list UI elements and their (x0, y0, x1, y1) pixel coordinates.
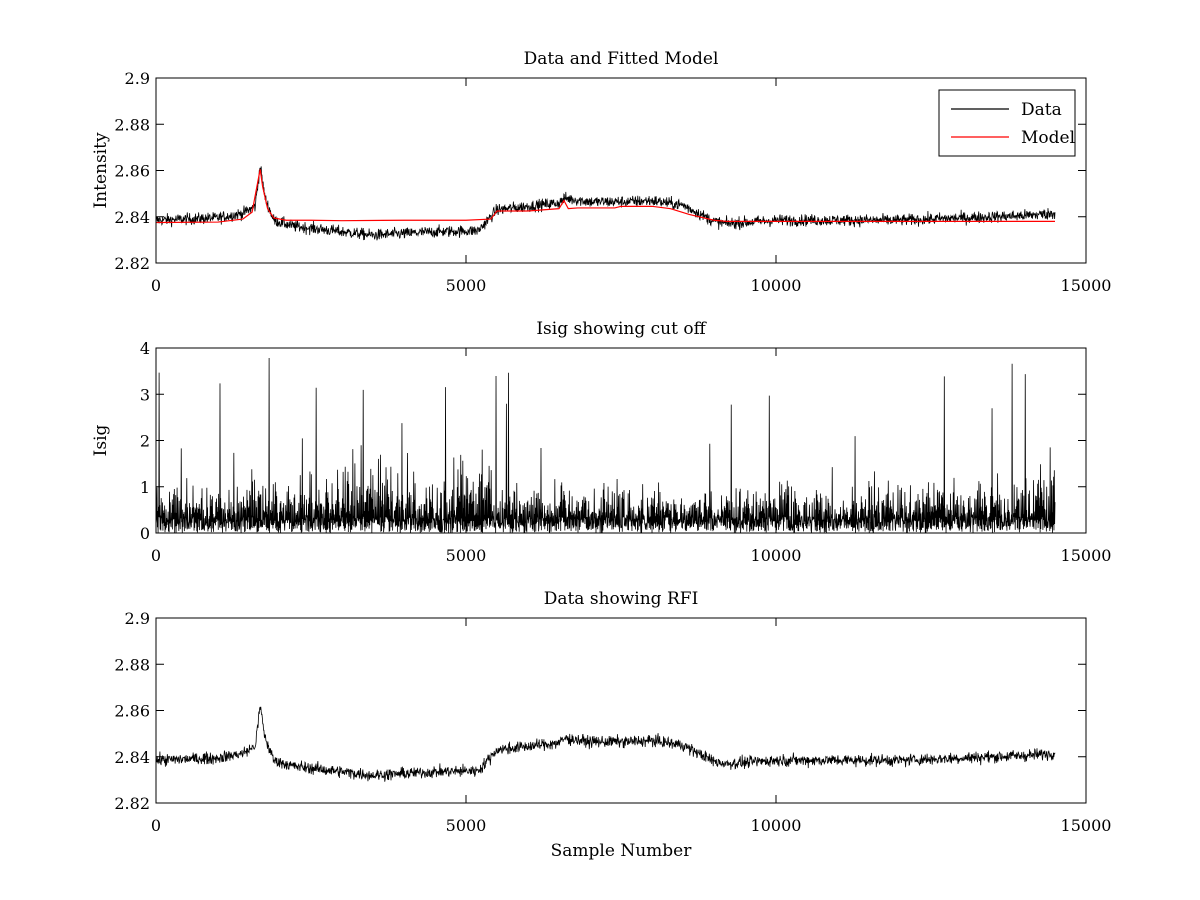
y-axis-label: Intensity (91, 132, 111, 208)
x-axis-label: Sample Number (551, 841, 693, 861)
y-tick-label: 4 (140, 339, 150, 358)
axes-frame (155, 617, 1087, 804)
y-tick-label: 2.82 (114, 254, 150, 273)
legend-label-model: Model (1021, 128, 1075, 148)
legend-box (938, 89, 1076, 157)
y-tick-label: 2.86 (114, 162, 150, 181)
series-line-data (156, 706, 1056, 782)
chart-title: Data and Fitted Model (524, 49, 719, 69)
chart-title: Isig showing cut off (536, 319, 707, 339)
x-tick-label: 10000 (751, 276, 802, 295)
y-axis-label: Isig (91, 425, 111, 457)
y-tick-label: 2.84 (114, 208, 150, 227)
chart-panel-2: 0 5000 10000 15000 0 1 2 3 4 Isig showing cut off… (91, 319, 1111, 565)
y-tick-label: 2.84 (114, 748, 150, 767)
x-tick-label: 10000 (751, 816, 802, 835)
y-tick-label: 2.82 (114, 794, 150, 813)
x-tick-label: 15000 (1061, 816, 1112, 835)
x-tick-label: 0 (151, 816, 161, 835)
y-tick-label: 2.9 (125, 69, 150, 88)
x-tick-label: 0 (151, 276, 161, 295)
y-tick-label: 2.9 (125, 609, 150, 628)
x-tick-label: 5000 (446, 276, 487, 295)
x-tick-label: 5000 (446, 816, 487, 835)
y-tick-label: 3 (140, 385, 150, 404)
series-line-data (156, 166, 1056, 241)
y-tick-label: 0 (140, 524, 150, 543)
y-tick-label: 2.86 (114, 702, 150, 721)
y-tick-label: 2.88 (114, 655, 150, 674)
x-tick-label: 5000 (446, 546, 487, 565)
x-tick-label: 15000 (1061, 276, 1112, 295)
chart-panel-1: 0 5000 10000 15000 2.82 2.84 2.86 2.88 2.9 Data a… (91, 49, 1111, 295)
y-tick-label: 2 (140, 432, 150, 451)
y-tick-label: 2.88 (114, 115, 150, 134)
x-tick-label: 15000 (1061, 546, 1112, 565)
chart-panel-3: 0 5000 10000 15000 2.82 2.84 2.86 2.88 2.9 Data s… (114, 589, 1111, 861)
legend: Data Model (938, 89, 1076, 157)
axes-frame (155, 347, 1087, 534)
series-line-isig (156, 358, 1056, 533)
x-tick-label: 0 (151, 546, 161, 565)
legend-label-data: Data (1021, 100, 1062, 120)
series-line-model (156, 169, 1055, 224)
y-tick-label: 1 (140, 478, 150, 497)
chart-title: Data showing RFI (544, 589, 699, 609)
x-tick-label: 10000 (751, 546, 802, 565)
